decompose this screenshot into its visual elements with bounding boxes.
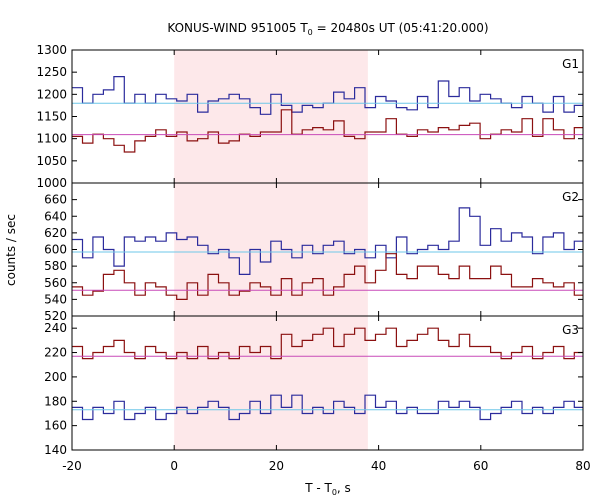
count-series-red (72, 327, 583, 360)
y-tick-label: 1000 (36, 176, 67, 190)
y-tick-label: 640 (44, 209, 67, 223)
y-tick-label: 180 (44, 394, 67, 408)
y-tick-label: 560 (44, 276, 67, 290)
y-tick-label: 160 (44, 419, 67, 433)
y-tick-label: 1150 (36, 110, 67, 124)
count-series-blue (72, 207, 583, 275)
x-tick-label: 40 (371, 459, 386, 473)
y-tick-label: 1250 (36, 65, 67, 79)
y-tick-label: 520 (44, 309, 67, 323)
count-series-red (72, 109, 583, 153)
count-series-blue (72, 394, 583, 421)
y-tick-label: 140 (44, 443, 67, 457)
y-axis-label: counts / sec (4, 214, 18, 286)
y-tick-label: 200 (44, 370, 67, 384)
panel-g2: 520 540 560 580 600 620 640 660 G2 (44, 182, 584, 323)
y-tick-label: 540 (44, 292, 67, 306)
y-tick-label: 1050 (36, 154, 67, 168)
panel-frame (71, 315, 584, 451)
y-tick-label: 1300 (36, 43, 67, 57)
x-tick-label: 80 (575, 459, 590, 473)
y-tick-label: 600 (44, 243, 67, 257)
y-tick-label: 580 (44, 259, 67, 273)
panel-g1: 1000 1050 1100 1150 1200 1250 1300 G1 (36, 43, 584, 190)
x-tick-label: -20 (62, 459, 82, 473)
chart-title: KONUS-WIND 951005 T0 = 20480s UT (05:41:… (167, 21, 488, 37)
x-tick-label: 60 (473, 459, 488, 473)
x-tick-label: 20 (269, 459, 284, 473)
y-tick-label: 620 (44, 226, 67, 240)
y-tick-label: 220 (44, 346, 67, 360)
y-tick-label: 1200 (36, 87, 67, 101)
y-tick-label: 240 (44, 321, 67, 335)
x-axis-label: T - T0, s (304, 481, 351, 497)
panel-label: G3 (562, 323, 579, 337)
panel-label: G2 (562, 190, 579, 204)
count-series-red (72, 253, 583, 300)
y-tick-label: 1100 (36, 132, 67, 146)
x-tick-label: 0 (170, 459, 178, 473)
panel-g3: 140 160 180 200 220 240 G3 (44, 315, 584, 457)
panel-label: G1 (562, 57, 579, 71)
y-tick-label: 660 (44, 193, 67, 207)
